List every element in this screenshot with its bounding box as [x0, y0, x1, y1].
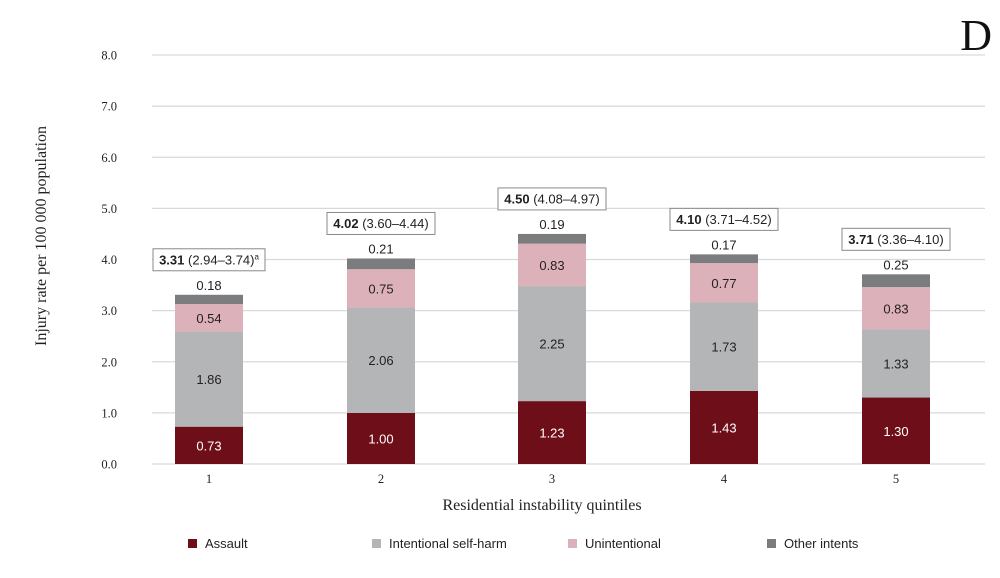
- total-box: [152, 248, 266, 272]
- total-box: [669, 207, 779, 231]
- bar-segment-unintentional: [347, 269, 415, 308]
- y-tick-label: 2.0: [101, 355, 117, 369]
- legend-swatch: [188, 539, 197, 548]
- bar-segment-assault: [175, 426, 243, 464]
- data-label: 1.43: [711, 420, 736, 435]
- y-tick-label: 6.0: [101, 151, 117, 165]
- total-ci: (3.36–4.10): [874, 232, 944, 247]
- bar-segment-unintentional: [518, 243, 586, 287]
- total-value: 4.02: [333, 216, 358, 231]
- bar-segment-assault: [518, 401, 586, 464]
- data-label: 1.73: [711, 340, 736, 355]
- bar-segment-intentional-self-harm: [175, 331, 243, 427]
- x-tick-label: 3: [549, 472, 555, 486]
- x-axis-label: Residential instability quintiles: [442, 497, 642, 514]
- panel-label: D: [960, 11, 992, 60]
- y-tick-label: 7.0: [101, 100, 117, 114]
- total-ci: (2.94–3.74): [184, 252, 254, 267]
- bar-segment-intentional-self-harm: [862, 329, 930, 398]
- bar-segment-other-intents: [175, 294, 243, 304]
- data-label: 0.83: [539, 258, 564, 273]
- bar-segment-assault: [862, 397, 930, 464]
- x-tick-label: 1: [206, 472, 212, 486]
- y-tick-label: 5.0: [101, 202, 117, 216]
- total-ci: (3.60–4.44): [359, 216, 429, 231]
- data-label: 1.23: [539, 426, 564, 441]
- data-label: 1.86: [196, 372, 221, 387]
- total-ci: (4.08–4.97): [530, 191, 600, 206]
- total-value: 4.50: [504, 191, 529, 206]
- bar-segment-other-intents: [862, 274, 930, 288]
- bar-segment-intentional-self-harm: [347, 307, 415, 413]
- legend-item: Assault: [188, 536, 248, 551]
- total-footnote: a: [254, 252, 259, 261]
- legend-label: Unintentional: [585, 536, 661, 551]
- bar-segment-unintentional: [175, 303, 243, 332]
- data-label: 1.00: [368, 431, 393, 446]
- total-label: 3.31 (2.94–3.74)a: [159, 252, 259, 267]
- total-value: 3.31: [159, 252, 184, 267]
- data-label: 0.17: [711, 237, 736, 252]
- bar-segment-assault: [690, 390, 758, 464]
- data-label: 0.18: [196, 278, 221, 293]
- bar-segment-assault: [347, 412, 415, 464]
- legend-swatch: [372, 539, 381, 548]
- data-label: 0.25: [883, 257, 908, 272]
- legend-label: Assault: [205, 536, 248, 551]
- total-box: [497, 187, 607, 211]
- bar-segment-unintentional: [862, 287, 930, 330]
- data-label: 0.77: [711, 276, 736, 291]
- total-ci: (3.71–4.52): [702, 212, 772, 227]
- bar-segment-intentional-self-harm: [518, 286, 586, 402]
- legend-swatch: [568, 539, 577, 548]
- x-tick-label: 4: [721, 472, 728, 486]
- total-value: 4.10: [676, 212, 701, 227]
- legend-item: Other intents: [767, 536, 858, 551]
- total-value: 3.71: [848, 232, 873, 247]
- total-label: 4.10 (3.71–4.52): [676, 212, 771, 227]
- total-label: 3.71 (3.36–4.10): [848, 232, 943, 247]
- bar-segment-other-intents: [690, 254, 758, 264]
- data-label: 0.83: [883, 301, 908, 316]
- y-tick-label: 4.0: [101, 253, 117, 267]
- legend-item: Intentional self-harm: [372, 536, 507, 551]
- legend-label: Intentional self-harm: [389, 536, 507, 551]
- total-label: 4.50 (4.08–4.97): [504, 191, 599, 206]
- data-label: 2.06: [368, 353, 393, 368]
- data-label: 1.30: [883, 424, 908, 439]
- data-label: 0.54: [196, 311, 221, 326]
- data-label: 0.19: [539, 217, 564, 232]
- y-tick-label: 0.0: [101, 458, 117, 472]
- bar-segment-unintentional: [690, 263, 758, 303]
- y-tick-label: 8.0: [101, 49, 117, 63]
- data-label: 2.25: [539, 337, 564, 352]
- total-box: [841, 227, 951, 251]
- bar-segment-intentional-self-harm: [690, 302, 758, 391]
- x-tick-label: 2: [378, 472, 384, 486]
- y-tick-label: 3.0: [101, 304, 117, 318]
- legend: Assault Intentional self-harm Unintentiona…: [0, 536, 1000, 554]
- data-label: 1.33: [883, 357, 908, 372]
- x-tick-label: 5: [893, 472, 899, 486]
- total-label: 4.02 (3.60–4.44): [333, 216, 428, 231]
- bar-segment-other-intents: [347, 258, 415, 270]
- bar-segment-other-intents: [518, 233, 586, 244]
- data-label: 0.21: [368, 241, 393, 256]
- legend-label: Other intents: [784, 536, 859, 551]
- data-label: 0.73: [196, 438, 221, 453]
- total-box: [326, 211, 436, 235]
- legend-swatch: [767, 539, 776, 548]
- y-tick-label: 1.0: [101, 406, 117, 420]
- data-label: 0.75: [368, 281, 393, 296]
- legend-item: Unintentional: [568, 536, 661, 551]
